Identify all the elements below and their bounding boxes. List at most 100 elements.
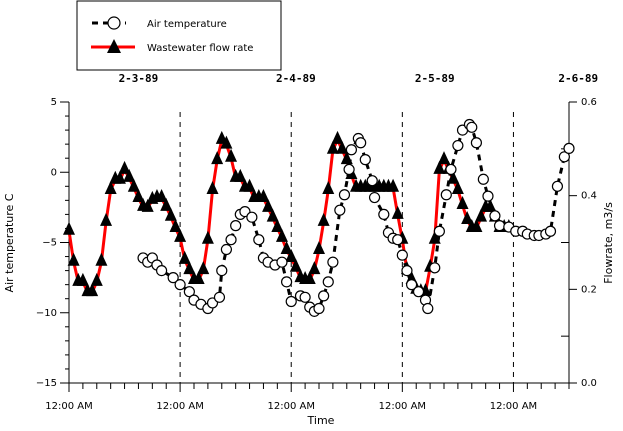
flow-rate-point: [201, 230, 214, 244]
legend-entry-flow-rate: Wastewater flow rate: [91, 39, 253, 54]
air-temperature-point: [452, 139, 464, 152]
air-temperature-point: [433, 225, 445, 237]
flow-rate-point: [174, 228, 187, 242]
flow-rate-point: [169, 218, 182, 232]
flow-rate-point: [451, 181, 464, 195]
flow-rate-point: [447, 170, 460, 184]
flow-rate-point: [63, 221, 75, 235]
air-temperature-point: [338, 189, 351, 201]
flow-rate-point: [438, 151, 450, 165]
air-temperature-point: [276, 256, 288, 268]
flow-rate-point: [275, 228, 288, 242]
flow-rate-point: [95, 252, 108, 266]
flow-rate-point: [257, 189, 270, 203]
air-temperature-point: [378, 208, 390, 220]
legend-label-flow-rate: Wastewater flow rate: [147, 43, 253, 54]
flow-rate-point: [164, 207, 177, 221]
air-temperature-point: [313, 302, 325, 315]
flow-rate-point: [86, 283, 99, 297]
flow-rate-point: [271, 218, 284, 232]
legend-entry-air-temperature: Air temperature: [92, 16, 227, 30]
flow-rate-point: [113, 170, 126, 184]
flow-rate-point: [336, 140, 349, 154]
air-temperature-point: [558, 151, 570, 163]
air-temperature-point: [366, 175, 378, 187]
legend-triangle-marker-icon: [107, 39, 121, 53]
legend-box: [76, 0, 282, 71]
flow-rate-point: [118, 160, 131, 174]
flow-rate-point: [104, 181, 117, 195]
flow-rate-point: [127, 178, 140, 192]
flow-rate-point: [475, 208, 488, 222]
air-temperature-point: [544, 225, 557, 237]
flow-rate-point: [285, 248, 298, 262]
air-temperature-point: [563, 142, 575, 154]
air-temperature-point: [213, 291, 226, 303]
air-temperature-point: [477, 173, 489, 185]
air-temperature-point: [482, 190, 494, 202]
air-temperature-point: [334, 204, 346, 216]
flow-rate-point: [331, 130, 344, 144]
air-temperature-point: [285, 295, 297, 308]
flow-rate-point: [308, 261, 321, 275]
air-temperature-point: [466, 121, 478, 133]
air-temperature-point: [368, 191, 381, 204]
axes: 5 0 −5 −10 −15 0.6 0.4 0.2 0.0 12:00 AM 12:00 AM 12…: [36, 97, 597, 412]
flow-rate-point: [141, 198, 154, 212]
x-tick-label: 12:00 AM: [156, 401, 203, 412]
x-tick-label: 12:00 AM: [490, 401, 537, 412]
date-label: 2-4-89: [276, 72, 316, 85]
flow-rate-point: [225, 148, 238, 162]
flow-rate-point: [67, 252, 80, 266]
y2-tick-label: 0.4: [581, 191, 597, 202]
air-temperature-point: [359, 154, 371, 166]
flow-rate-point: [303, 270, 316, 284]
flow-rate-point: [234, 168, 247, 182]
series-wastewater-flow-rate: [63, 130, 515, 297]
legend: Air temperature Wastewater flow rate: [76, 0, 282, 71]
air-temperature-point: [327, 256, 339, 268]
legend-circle-marker-icon: [107, 16, 121, 30]
air-temperature-point: [440, 189, 452, 201]
flow-rate-point: [160, 197, 173, 211]
flow-rate-point: [313, 240, 325, 254]
air-temperature-point: [299, 291, 311, 303]
flow-rate-point: [243, 178, 256, 192]
air-temperature-point: [470, 137, 483, 149]
flow-rate-point: [155, 189, 168, 203]
flow-rate-point: [220, 135, 233, 149]
y-axis-title: Air temperature C: [3, 193, 16, 292]
series-air-temperature: [137, 118, 575, 317]
y-tick-label: 5: [51, 97, 57, 108]
flow-rate-point: [197, 261, 210, 275]
air-temperature-point: [230, 220, 242, 232]
y-tick-label: −10: [36, 308, 57, 319]
air-temperature-point: [412, 286, 425, 298]
flow-rate-point: [90, 272, 103, 286]
flow-rate-point: [100, 212, 113, 226]
air-temperature-point: [396, 249, 408, 261]
flow-rate-point: [132, 189, 145, 203]
air-temperature-point: [225, 234, 237, 246]
flow-rate-point: [183, 261, 196, 275]
flow-rate-point: [178, 250, 191, 264]
air-temperature-point: [216, 265, 228, 277]
air-temperature-point: [246, 211, 258, 223]
legend-label-air-temperature: Air temperature: [147, 19, 227, 30]
x-tick-label: 12:00 AM: [45, 401, 92, 412]
air-temperature-point: [401, 265, 413, 277]
air-temperature-point: [174, 279, 186, 291]
flow-rate-point: [262, 198, 275, 212]
y-tick-label: −5: [42, 238, 57, 249]
air-temperature-point: [322, 276, 334, 288]
flow-rate-point: [322, 181, 335, 195]
y-tick-label: 0: [51, 167, 57, 178]
flow-rate-point: [470, 218, 483, 232]
y2-tick-label: 0.2: [581, 284, 597, 295]
date-label: 2-3-89: [119, 72, 159, 85]
air-temperature-point: [253, 234, 265, 246]
flow-rate-point: [289, 258, 302, 272]
air-temperature-point: [345, 144, 358, 156]
y2-tick-label: 0.0: [581, 378, 597, 389]
